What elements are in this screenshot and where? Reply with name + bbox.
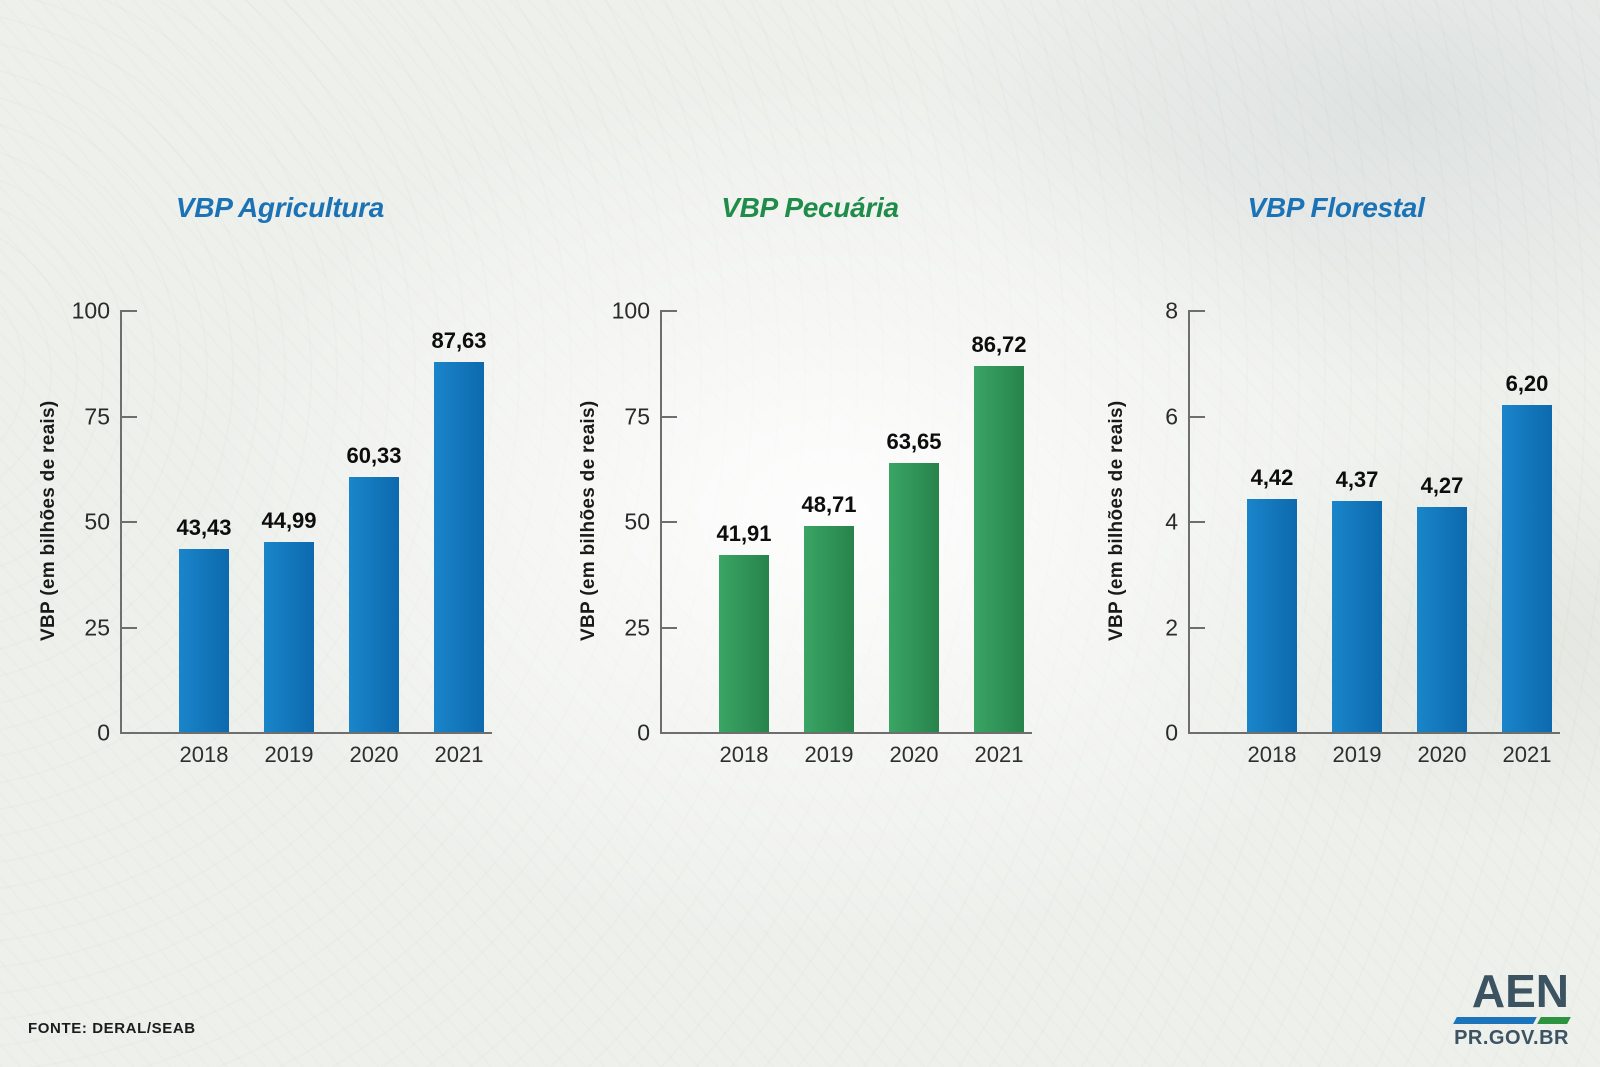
y-tick-label: 8 (1165, 297, 1178, 324)
x-tick-label: 2019 (1332, 742, 1382, 767)
y-tick (1190, 521, 1205, 523)
bar-2020 (349, 477, 399, 732)
y-tick-label: 100 (71, 297, 110, 324)
x-tick-label: 2018 (179, 742, 229, 767)
bar-2020 (889, 463, 939, 732)
bar-value-label: 60,33 (346, 443, 402, 468)
y-tick-label: 75 (624, 403, 650, 429)
y-tick-label: 0 (1165, 719, 1178, 746)
y-tick-label: 100 (611, 297, 650, 324)
y-tick (662, 310, 677, 312)
y-tick (122, 521, 137, 523)
y-tick (1190, 310, 1205, 312)
bar-value-label: 43,43 (176, 515, 232, 540)
bar-2020 (1417, 507, 1467, 732)
x-tick-label: 2020 (349, 742, 399, 767)
bar-value-label: 4,37 (1335, 467, 1379, 492)
y-axis (660, 310, 662, 734)
x-tick-label: 2018 (1247, 742, 1297, 767)
bar-2018 (719, 555, 769, 732)
bar-value-label: 63,65 (886, 429, 942, 454)
y-tick-label: 25 (84, 614, 110, 640)
x-tick-label: 2019 (264, 742, 314, 767)
bar-value-label: 48,71 (801, 492, 857, 517)
y-tick (122, 415, 137, 418)
aen-logo-stripe-blue (1453, 1017, 1537, 1024)
bar-value-label: 87,63 (431, 328, 487, 353)
bar-value-label: 44,99 (261, 508, 317, 533)
y-axis (120, 310, 122, 734)
aen-logo-stripe-green (1537, 1017, 1571, 1024)
y-tick (662, 521, 677, 523)
aen-logo-stripe (1437, 1017, 1571, 1024)
bar-2019 (264, 542, 314, 732)
y-tick (122, 626, 137, 629)
y-tick-label: 0 (97, 719, 110, 746)
y-tick (1190, 415, 1205, 418)
y-axis-label: VBP (em bilhões de reais) (1106, 400, 1127, 642)
x-axis (1188, 732, 1560, 734)
x-tick-label: 2020 (889, 742, 939, 767)
bar-2021 (434, 362, 484, 732)
bar-value-label: 86,72 (971, 332, 1027, 357)
y-tick-label: 2 (1165, 614, 1178, 640)
y-tick (662, 415, 677, 418)
x-tick-label: 2021 (974, 742, 1024, 767)
bar-value-label: 6,20 (1505, 371, 1549, 396)
y-axis (1188, 310, 1190, 734)
x-tick-label: 2021 (1502, 742, 1552, 767)
y-tick (1190, 626, 1205, 629)
bar-value-label: 4,27 (1420, 473, 1464, 498)
y-tick (122, 310, 137, 312)
aen-logo: AEN PR.GOV.BR (1437, 965, 1571, 1049)
x-tick-label: 2019 (804, 742, 854, 767)
y-tick-label: 4 (1165, 508, 1178, 535)
source-note: FONTE: DERAL/SEAB (28, 1020, 196, 1037)
y-tick (662, 626, 677, 629)
y-tick-label: 6 (1165, 403, 1178, 429)
x-tick-label: 2018 (719, 742, 769, 767)
chart-title: VBP Agricultura (175, 192, 385, 223)
y-tick-label: 75 (84, 403, 110, 429)
aen-logo-site-text: PR.GOV.BR (1454, 1027, 1569, 1049)
bar-2019 (804, 526, 854, 732)
x-tick-label: 2020 (1417, 742, 1467, 767)
bar-2018 (179, 549, 229, 732)
bar-2021 (1502, 405, 1552, 732)
y-tick-label: 25 (624, 614, 650, 640)
x-axis (120, 732, 492, 734)
bar-2021 (974, 366, 1024, 732)
y-tick-label: 50 (624, 508, 650, 535)
chart-title: VBP Florestal (1247, 192, 1425, 223)
bar-value-label: 41,91 (716, 521, 772, 546)
y-tick-label: 50 (84, 508, 110, 535)
x-tick-label: 2021 (434, 742, 484, 767)
y-tick-label: 0 (637, 719, 650, 746)
chart-title: VBP Pecuária (721, 192, 899, 223)
x-axis (660, 732, 1032, 734)
bar-value-label: 4,42 (1250, 465, 1294, 490)
bar-2018 (1247, 499, 1297, 732)
bar-2019 (1332, 501, 1382, 732)
aen-logo-text: AEN (1471, 965, 1569, 1017)
